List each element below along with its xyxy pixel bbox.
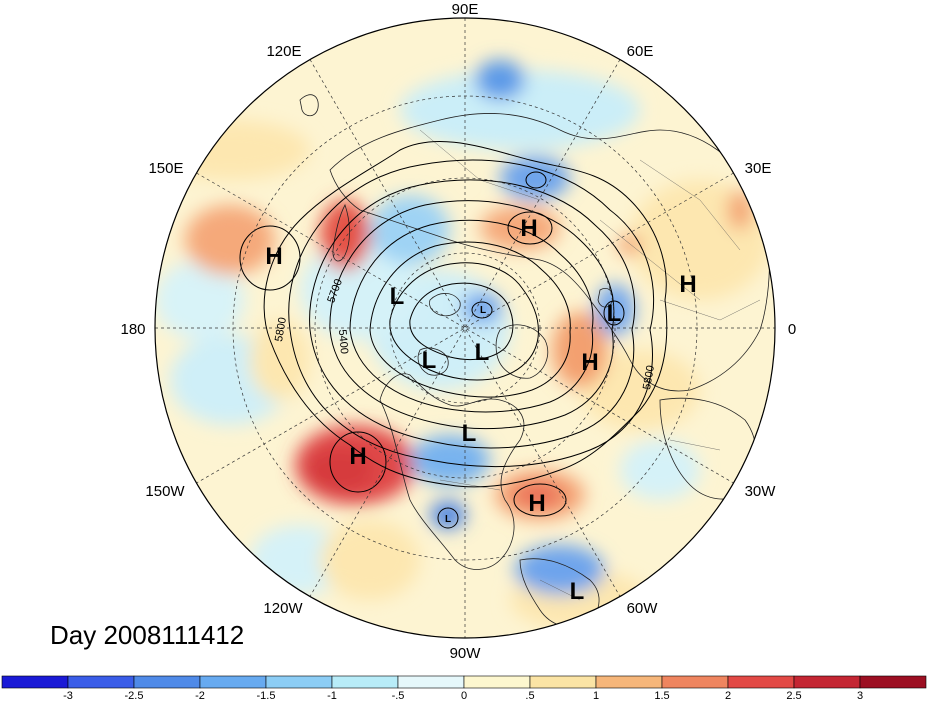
colorbar-swatch <box>265 675 333 689</box>
lon-label-150e: 150E <box>148 160 183 177</box>
lon-label-120w: 120W <box>263 600 303 617</box>
high-pressure-marker: H <box>581 349 598 376</box>
lon-label-30e: 30E <box>745 160 772 177</box>
low-pressure-marker: L <box>475 339 490 366</box>
low-pressure-marker: L <box>445 514 451 525</box>
contour-label: 5400 <box>336 329 350 354</box>
colorbar-swatch <box>463 675 531 689</box>
high-pressure-marker: H <box>265 243 282 270</box>
lon-label-150w: 150W <box>145 483 185 500</box>
day-title: Day 2008111412 <box>50 620 245 650</box>
low-pressure-marker: L <box>607 300 622 327</box>
colorbar-tick-label: -2 <box>195 690 205 702</box>
graticule <box>155 18 775 638</box>
lon-label-60e: 60E <box>627 43 654 60</box>
contour-label: 5800 <box>641 364 657 390</box>
colorbar-tick-label: -2.5 <box>125 690 144 702</box>
colorbar-swatch <box>331 675 399 689</box>
colorbar-tick-label: -.5 <box>392 690 405 702</box>
colorbar-tick-label: 0 <box>461 690 467 702</box>
low-pressure-marker: L <box>390 283 405 310</box>
colorbar-tick-label: 1 <box>593 690 599 702</box>
high-pressure-marker: H <box>349 443 366 470</box>
colorbar-tick-label: 3 <box>857 690 863 702</box>
lon-label-120e: 120E <box>266 43 301 60</box>
low-pressure-marker: L <box>570 578 585 605</box>
contour-labels: 5700 5400 5800 5800 <box>273 277 657 390</box>
height-contours <box>239 140 668 529</box>
lon-label-60w: 60W <box>627 600 659 617</box>
colorbar-swatch <box>67 675 135 689</box>
low-pressure-marker: L <box>422 347 437 374</box>
lon-label-30w: 30W <box>745 483 777 500</box>
contour-label: 5800 <box>273 316 289 342</box>
longitude-labels: 90E 60E 30E 0 30W 60W 90W 120W 150W 180 … <box>120 1 796 662</box>
high-pressure-marker: H <box>528 490 545 517</box>
colorbar-tick-label: .5 <box>525 690 534 702</box>
colorbar-swatch <box>199 675 267 689</box>
colorbar-swatch <box>397 675 465 689</box>
lon-label-180: 180 <box>120 321 145 338</box>
colorbar-swatch <box>595 675 663 689</box>
colorbar-swatch <box>661 675 729 689</box>
lon-label-90e: 90E <box>452 1 479 18</box>
colorbar: -3 -2.5 -2 -1.5 -1 -.5 0 .5 1 1.5 2 2.5 3 <box>1 675 927 702</box>
high-pressure-marker: H <box>679 271 696 298</box>
colorbar-swatch <box>529 675 597 689</box>
map-boundary <box>154 17 776 639</box>
colorbar-swatch <box>859 675 927 689</box>
pressure-centers: H H H H H H L L L L L L L L <box>265 215 696 605</box>
colorbar-tick-label: 2 <box>725 690 731 702</box>
low-pressure-marker: L <box>480 305 486 316</box>
colorbar-tick-label: 2.5 <box>786 690 801 702</box>
low-pressure-marker: L <box>462 420 477 447</box>
lon-label-90w: 90W <box>450 645 482 662</box>
colorbar-tick-label: -1 <box>327 690 337 702</box>
high-pressure-marker: H <box>520 215 537 242</box>
colorbar-swatch <box>1 675 69 689</box>
colorbar-swatch <box>133 675 201 689</box>
lon-label-0: 0 <box>788 321 796 338</box>
colorbar-tick-label: -1.5 <box>257 690 276 702</box>
colorbar-swatch <box>727 675 795 689</box>
colorbar-tick-label: 1.5 <box>654 690 669 702</box>
colorbar-swatch <box>793 675 861 689</box>
colorbar-tick-label: -3 <box>63 690 73 702</box>
